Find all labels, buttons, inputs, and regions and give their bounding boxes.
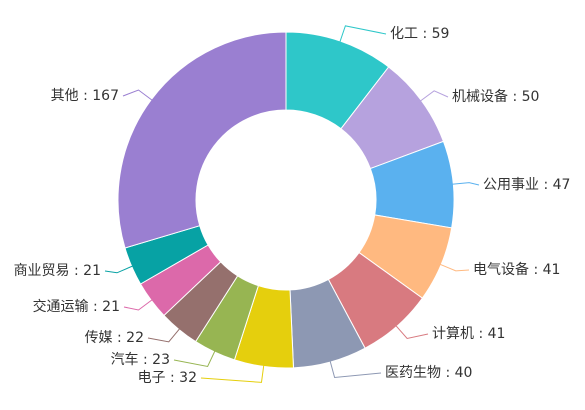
leader-line-8: [147, 326, 182, 343]
slice-label-1: 机械设备 : 50: [452, 88, 539, 105]
slice-label-3: 电气设备 : 41: [473, 261, 560, 278]
leader-line-7: [173, 348, 217, 368]
leader-line-0: [338, 25, 387, 45]
labels-group: 化工 : 59 机械设备 : 50 公用事业 : 47 电气设备 : 41 计算机 : …: [14, 26, 571, 386]
slice-label-9: 交通运输 : 21: [33, 298, 120, 315]
leader-line-2: [449, 182, 480, 186]
slice-label-4: 计算机 : 41: [432, 326, 505, 342]
slice-label-7: 汽车 : 23: [111, 351, 170, 368]
slice-label-0: 化工 : 59: [390, 26, 449, 42]
leader-line-3: [437, 262, 470, 272]
slice-label-6: 电子 : 32: [138, 370, 197, 386]
slice-label-2: 公用事业 : 47: [483, 177, 570, 193]
leader-line-9: [123, 297, 155, 311]
leader-line-1: [417, 90, 449, 104]
slice-11[interactable]: [117, 31, 287, 249]
slices-group: [117, 31, 455, 369]
leader-line-6: [200, 362, 265, 383]
leader-line-10: [104, 264, 136, 274]
slice-label-8: 传媒 : 22: [85, 330, 144, 346]
slice-label-10: 商业贸易 : 21: [14, 263, 101, 279]
leader-line-11: [122, 89, 155, 103]
slice-label-11: 其他 : 167: [51, 88, 119, 104]
leader-line-4: [393, 323, 429, 340]
leader-line-5: [328, 358, 382, 379]
slice-label-5: 医药生物 : 40: [385, 365, 472, 381]
leaders-group: [104, 25, 480, 383]
